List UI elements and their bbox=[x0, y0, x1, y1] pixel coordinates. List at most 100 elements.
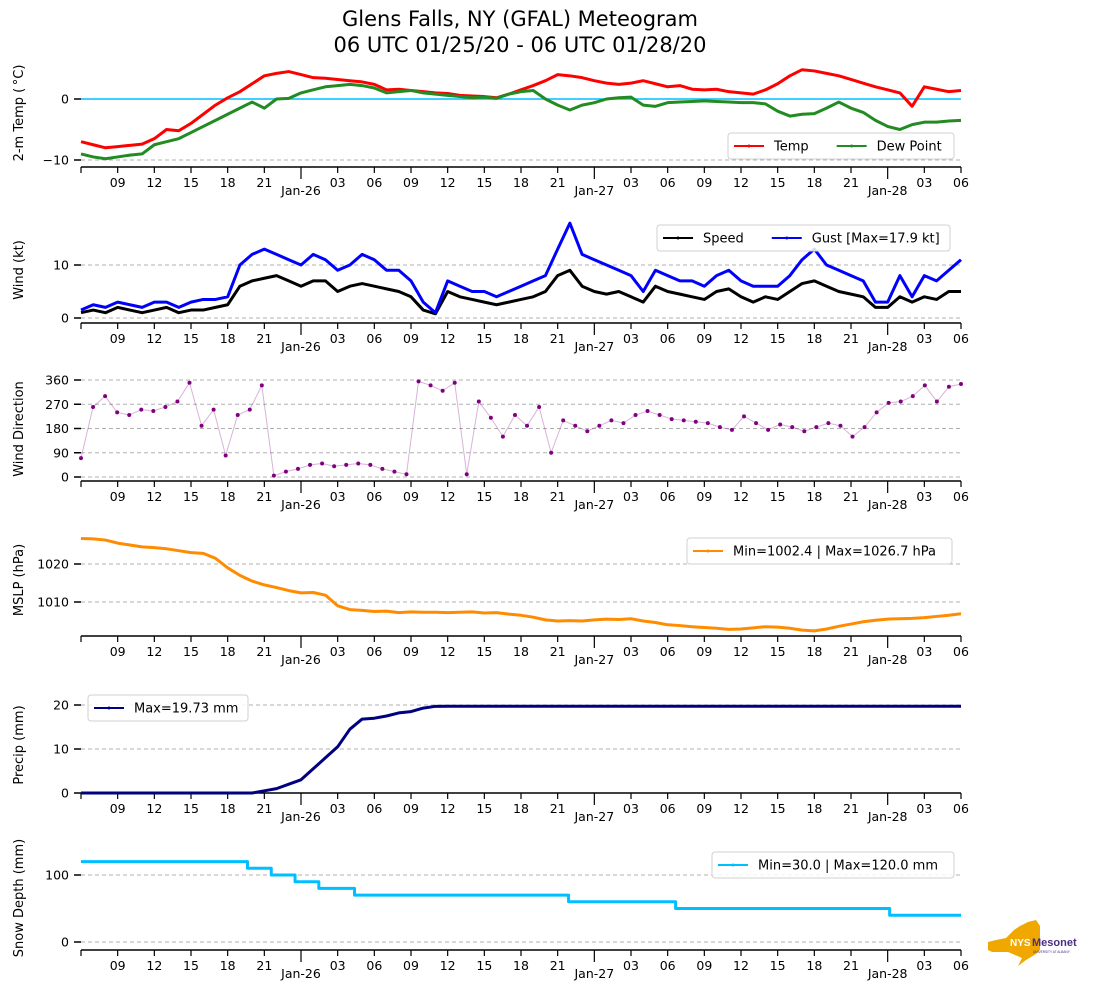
x-tick-label: 12 bbox=[440, 331, 456, 346]
x-tick-label: 03 bbox=[623, 331, 639, 346]
data-point bbox=[476, 399, 481, 404]
legend-box bbox=[87, 694, 249, 722]
x-tick-label: 18 bbox=[806, 175, 822, 190]
data-point bbox=[127, 413, 132, 418]
legend-marker bbox=[850, 144, 854, 148]
x-tick-label: 03 bbox=[330, 489, 346, 504]
x-date-label: Jan-26 bbox=[280, 652, 321, 667]
x-tick-label: 12 bbox=[146, 331, 162, 346]
x-tick-label: 06 bbox=[953, 958, 969, 973]
x-tick-label: 06 bbox=[953, 801, 969, 816]
logo-brand-text: Mesonet bbox=[1032, 937, 1077, 949]
x-date-label: Jan-26 bbox=[280, 966, 321, 981]
x-date-label: Jan-27 bbox=[573, 183, 614, 198]
data-point bbox=[79, 456, 83, 461]
panel-precip: 0 10 20 Precip (mm) 09 12 15 18 21 03 06 09 12 15 18 21… bbox=[12, 694, 969, 824]
y-axis-label: 2-m Temp ( °C) bbox=[12, 65, 27, 162]
data-point bbox=[705, 421, 710, 426]
data-point bbox=[754, 421, 759, 426]
series-line-min-1002-4-max-1026-7-hpa bbox=[80, 537, 962, 633]
data-point bbox=[223, 453, 228, 458]
data-point bbox=[742, 414, 747, 419]
x-tick-label: 18 bbox=[220, 644, 236, 659]
data-point bbox=[392, 469, 397, 474]
x-date-label: Jan-28 bbox=[867, 497, 908, 512]
x-tick-label: 18 bbox=[806, 331, 822, 346]
x-tick-label: 18 bbox=[220, 801, 236, 816]
data-point bbox=[91, 404, 96, 409]
x-tick-label: 03 bbox=[623, 801, 639, 816]
x-tick-label: 12 bbox=[440, 801, 456, 816]
data-point bbox=[368, 462, 373, 467]
x-tick-label: 12 bbox=[440, 175, 456, 190]
x-tick-label: 18 bbox=[513, 331, 529, 346]
x-tick-label: 09 bbox=[696, 175, 712, 190]
x-tick-label: 18 bbox=[806, 489, 822, 504]
x-tick-label: 15 bbox=[183, 175, 199, 190]
data-point bbox=[380, 466, 385, 471]
data-point bbox=[549, 450, 554, 455]
legend-marker bbox=[706, 549, 710, 553]
x-tick-label: 09 bbox=[110, 644, 126, 659]
x-tick-label: 21 bbox=[256, 958, 272, 973]
x-tick-label: 12 bbox=[146, 644, 162, 659]
data-point bbox=[657, 413, 662, 418]
series-line-min-30-0-max-120-0-mm bbox=[81, 860, 961, 917]
nys-mesonet-logo: NYS Mesonet UNIVERSITY AT ALBANY bbox=[988, 920, 1077, 966]
legend-label: Dew Point bbox=[877, 140, 942, 155]
x-tick-label: 15 bbox=[770, 958, 786, 973]
data-point bbox=[356, 461, 361, 466]
data-point bbox=[151, 408, 156, 413]
panel-wind: 0 10 Wind (kt) 09 12 15 18 21 03 06 09 12 15 18 21 03 06… bbox=[12, 221, 969, 354]
data-point bbox=[139, 407, 144, 412]
x-tick-label: 15 bbox=[183, 801, 199, 816]
x-tick-label: 03 bbox=[330, 175, 346, 190]
x-tick-label: 09 bbox=[403, 489, 419, 504]
x-tick-label: 09 bbox=[403, 958, 419, 973]
legend-label: Min=30.0 | Max=120.0 mm bbox=[758, 859, 938, 874]
x-tick-label: 18 bbox=[806, 958, 822, 973]
x-tick-label: 12 bbox=[733, 489, 749, 504]
x-tick-label: 12 bbox=[733, 331, 749, 346]
x-tick-label: 18 bbox=[806, 801, 822, 816]
x-tick-label: 03 bbox=[916, 175, 932, 190]
data-point bbox=[621, 421, 626, 426]
logo-sub-text: UNIVERSITY AT ALBANY bbox=[1033, 950, 1071, 954]
x-tick-label: 18 bbox=[513, 801, 529, 816]
legend-marker bbox=[747, 144, 751, 148]
x-tick-label: 06 bbox=[366, 489, 382, 504]
data-point bbox=[766, 427, 771, 432]
x-tick-label: 21 bbox=[550, 489, 566, 504]
y-axis-label: MSLP (hPa) bbox=[12, 544, 27, 616]
x-tick-label: 06 bbox=[366, 958, 382, 973]
x-tick-label: 18 bbox=[220, 958, 236, 973]
data-point bbox=[259, 383, 264, 388]
data-point bbox=[187, 380, 192, 385]
x-date-label: Jan-27 bbox=[573, 339, 614, 354]
data-point bbox=[633, 413, 638, 418]
panel-mslp: 1010 1020 MSLP (hPa) 09 12 15 18 21 03 06 09 12 15 18… bbox=[12, 537, 969, 667]
x-tick-label: 18 bbox=[513, 489, 529, 504]
x-tick-label: 15 bbox=[183, 644, 199, 659]
x-tick-label: 12 bbox=[733, 801, 749, 816]
x-tick-label: 21 bbox=[550, 958, 566, 973]
x-tick-label: 09 bbox=[403, 801, 419, 816]
x-tick-label: 06 bbox=[660, 331, 676, 346]
data-point bbox=[922, 383, 927, 388]
data-point bbox=[320, 461, 325, 466]
x-tick-label: 09 bbox=[696, 331, 712, 346]
data-point bbox=[717, 425, 722, 430]
data-point bbox=[163, 404, 168, 409]
x-tick-label: 06 bbox=[660, 801, 676, 816]
ny-state-shape-icon bbox=[988, 920, 1040, 966]
x-tick-label: 15 bbox=[770, 644, 786, 659]
legend-label: Min=1002.4 | Max=1026.7 hPa bbox=[733, 545, 936, 560]
x-tick-label: 21 bbox=[550, 801, 566, 816]
data-point bbox=[464, 472, 469, 477]
x-tick-label: 21 bbox=[256, 644, 272, 659]
x-tick-label: 12 bbox=[146, 958, 162, 973]
x-tick-label: 18 bbox=[220, 175, 236, 190]
y-tick-label: 10 bbox=[53, 258, 69, 273]
x-tick-label: 03 bbox=[916, 331, 932, 346]
data-point bbox=[814, 425, 819, 430]
